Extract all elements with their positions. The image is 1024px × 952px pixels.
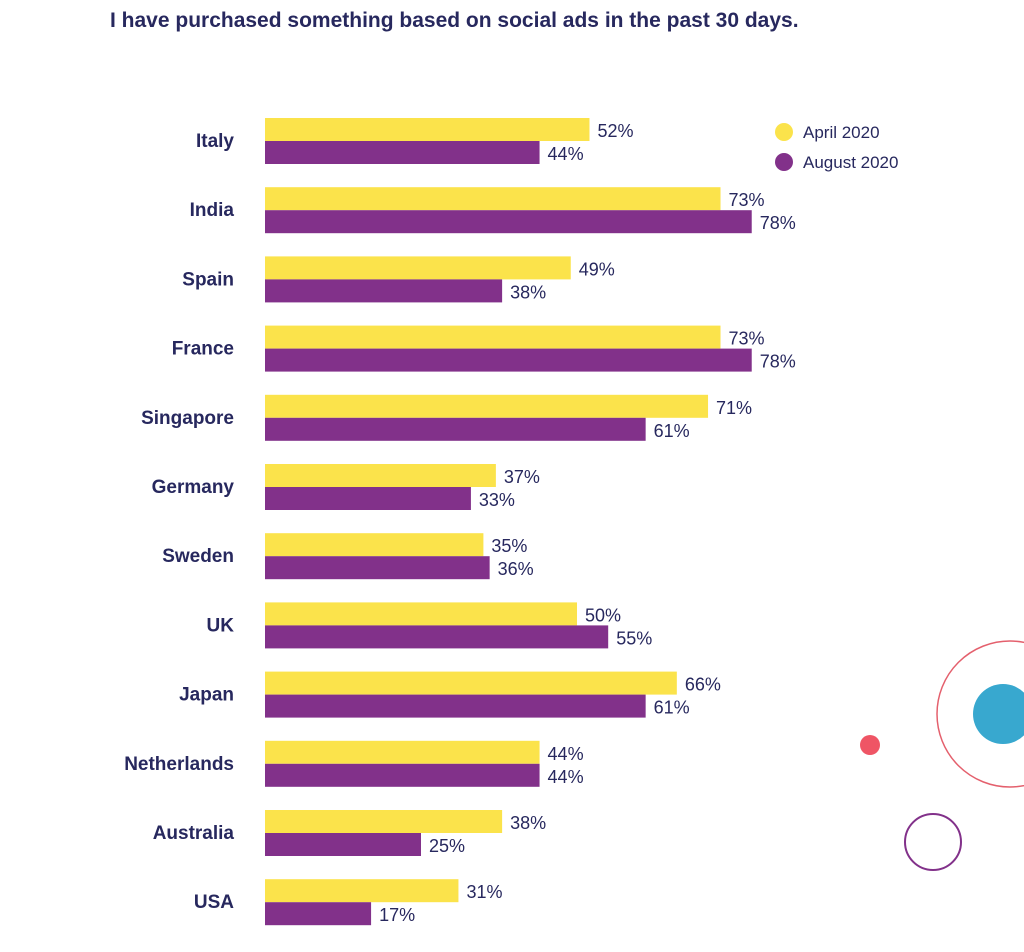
value-label-australia-august-2020: 25% (429, 836, 465, 856)
category-label-usa: USA (194, 892, 234, 913)
bar-australia-august-2020 (265, 833, 421, 856)
category-label-france: France (172, 339, 234, 360)
bar-italy-august-2020 (265, 141, 540, 164)
bar-india-august-2020 (265, 210, 752, 234)
category-label-italy: Italy (196, 131, 234, 152)
legend-label-august-2020: August 2020 (803, 153, 898, 172)
bar-japan-august-2020 (265, 694, 646, 718)
category-label-netherlands: Netherlands (124, 754, 234, 775)
chart-title: I have purchased something based on soci… (110, 9, 799, 32)
value-label-germany-april-2020: 37% (504, 467, 540, 487)
category-label-uk: UK (207, 615, 235, 636)
legend-swatch-april-2020 (775, 123, 793, 141)
bar-germany-april-2020 (265, 464, 496, 487)
category-label-spain: Spain (182, 269, 234, 290)
value-label-germany-august-2020: 33% (479, 490, 515, 510)
decorative-ring-purple (904, 813, 962, 871)
bar-australia-april-2020 (265, 810, 503, 833)
value-label-italy-august-2020: 44% (548, 144, 584, 164)
value-label-sweden-august-2020: 36% (498, 559, 534, 579)
value-label-spain-august-2020: 38% (510, 282, 546, 302)
legend-label-april-2020: April 2020 (803, 123, 880, 142)
category-label-india: India (190, 200, 235, 221)
bar-uk-april-2020 (265, 602, 577, 626)
value-label-sweden-april-2020: 35% (491, 536, 527, 556)
value-label-india-april-2020: 73% (729, 190, 765, 210)
value-label-japan-august-2020: 61% (654, 698, 690, 718)
value-label-uk-august-2020: 55% (616, 628, 652, 648)
value-label-singapore-april-2020: 71% (716, 398, 752, 418)
value-label-usa-august-2020: 17% (379, 905, 415, 925)
bar-france-august-2020 (265, 348, 752, 372)
category-label-singapore: Singapore (141, 408, 234, 429)
value-label-uk-april-2020: 50% (585, 605, 621, 625)
category-label-sweden: Sweden (162, 546, 234, 567)
value-label-netherlands-april-2020: 44% (548, 744, 584, 764)
bar-netherlands-april-2020 (265, 740, 540, 764)
value-label-india-august-2020: 78% (760, 213, 796, 233)
bar-spain-august-2020 (265, 279, 503, 303)
value-label-france-april-2020: 73% (729, 329, 765, 349)
value-labels-group: 52% 44% 73% 78% 49% 38% 73% 78% 71% 61% 37% 33% 35% 3… (379, 121, 796, 925)
value-label-netherlands-august-2020: 44% (548, 767, 584, 787)
bar-singapore-april-2020 (265, 394, 709, 418)
bar-sweden-august-2020 (265, 556, 490, 580)
legend-swatch-august-2020 (775, 153, 793, 171)
legend: April 2020 August 2020 (775, 123, 898, 172)
bar-uk-august-2020 (265, 625, 609, 649)
value-label-australia-april-2020: 38% (510, 813, 546, 833)
bars-group (265, 118, 752, 926)
bar-japan-april-2020 (265, 671, 677, 695)
bar-usa-august-2020 (265, 902, 372, 926)
bar-singapore-august-2020 (265, 417, 646, 441)
bar-usa-april-2020 (265, 879, 459, 903)
country-labels-group: Italy India Spain France Singapore Germany Swe… (124, 131, 234, 913)
category-label-germany: Germany (152, 477, 235, 498)
value-label-spain-april-2020: 49% (579, 259, 615, 279)
bar-spain-april-2020 (265, 256, 571, 280)
value-label-japan-april-2020: 66% (685, 675, 721, 695)
bar-france-april-2020 (265, 325, 721, 349)
value-label-france-august-2020: 78% (760, 352, 796, 372)
decorative-ring-large (936, 640, 1024, 788)
bar-india-april-2020 (265, 187, 721, 211)
category-label-japan: Japan (179, 685, 234, 706)
decorative-dot-pink (860, 735, 880, 755)
value-label-singapore-august-2020: 61% (654, 421, 690, 441)
value-label-italy-april-2020: 52% (597, 121, 633, 141)
bar-germany-august-2020 (265, 487, 471, 510)
bar-sweden-april-2020 (265, 533, 484, 557)
bar-italy-april-2020 (265, 118, 590, 141)
decorative-circles (860, 640, 1024, 871)
category-label-australia: Australia (153, 823, 235, 844)
decorative-dot-blue (973, 684, 1024, 744)
value-label-usa-april-2020: 31% (466, 882, 502, 902)
bar-netherlands-august-2020 (265, 763, 540, 787)
